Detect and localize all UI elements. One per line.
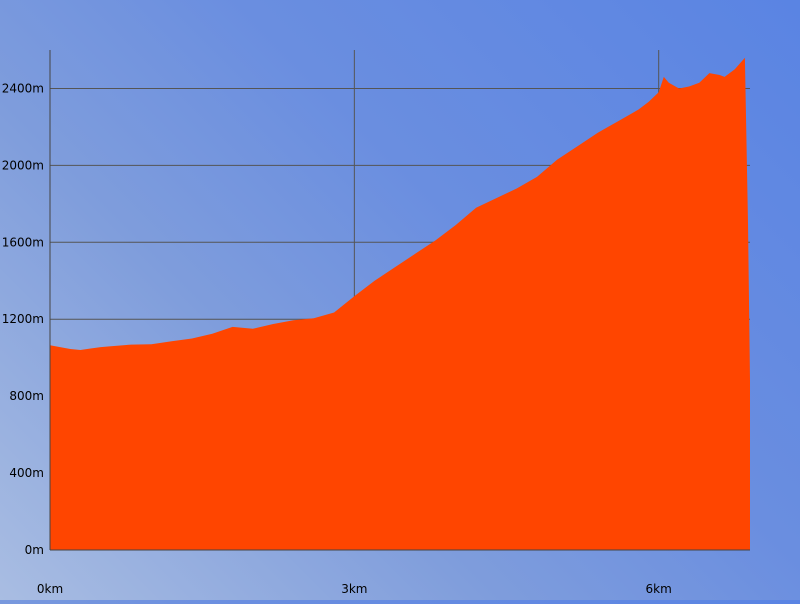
tick-labels: 0m 400m 800m 1200m 1600m 2000m 2400m 0km 3km 6km	[2, 81, 672, 596]
y-tick-label: 1200m	[2, 312, 44, 326]
y-tick-label: 0m	[25, 543, 44, 557]
y-tick-label: 2400m	[2, 81, 44, 95]
y-tick-label: 800m	[9, 389, 44, 403]
axes	[49, 50, 750, 551]
x-tick-label: 0km	[37, 582, 63, 596]
area-series	[50, 57, 750, 550]
x-tick-label: 3km	[341, 582, 367, 596]
elevation-area-0	[50, 57, 750, 550]
x-tick-label: 6km	[646, 582, 672, 596]
y-tick-label: 2000m	[2, 158, 44, 172]
y-tick-label: 1600m	[2, 235, 44, 249]
y-tick-label: 400m	[9, 466, 44, 480]
